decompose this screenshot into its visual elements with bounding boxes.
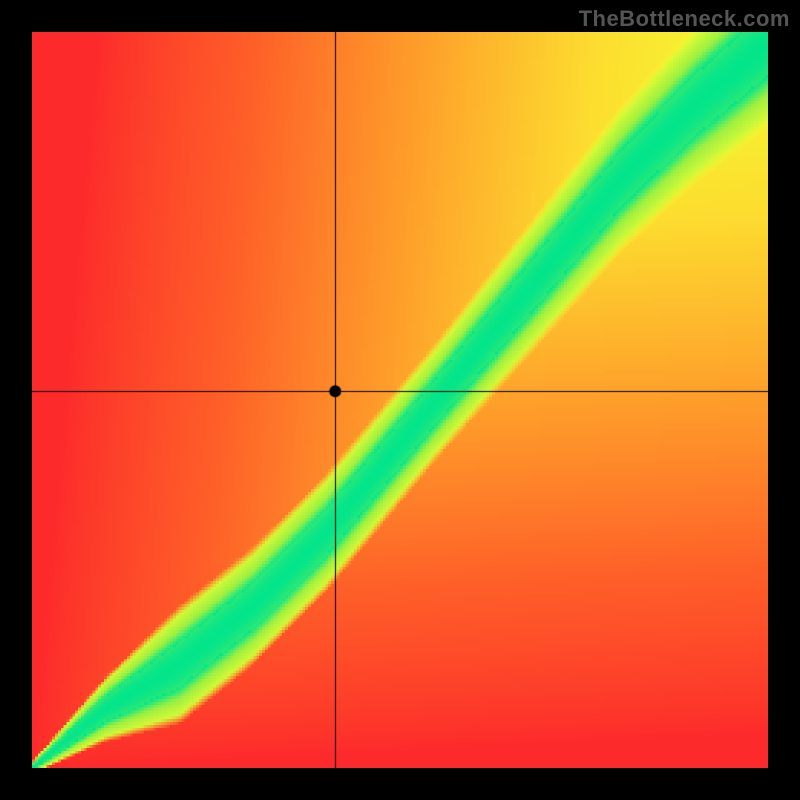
- chart-container: { "meta": { "watermark_text": "TheBottle…: [0, 0, 800, 800]
- watermark-text: TheBottleneck.com: [579, 6, 790, 32]
- crosshair-overlay: [32, 32, 768, 768]
